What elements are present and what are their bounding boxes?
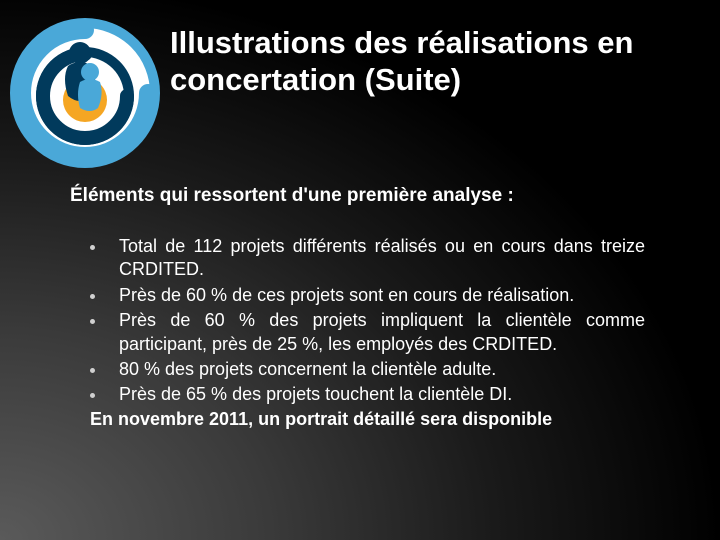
bullet-text: Près de 60 % des projets impliquent la c… [119,309,645,356]
slide-title: Illustrations des réalisations en concer… [170,24,680,98]
list-item: Près de 60 % des projets impliquent la c… [90,309,645,356]
bullet-icon [90,393,95,398]
bullet-icon [90,319,95,324]
list-item: Près de 65 % des projets touchent la cli… [90,383,645,406]
bullet-icon [90,245,95,250]
list-item: Total de 112 projets différents réalisés… [90,235,645,282]
bullet-text: Total de 112 projets différents réalisés… [119,235,645,282]
org-logo-icon [10,18,160,168]
bullet-text: Près de 60 % de ces projets sont en cour… [119,284,645,307]
slide-subtitle: Éléments qui ressortent d'une première a… [70,185,660,207]
bullet-icon [90,368,95,373]
bullet-list: Total de 112 projets différents réalisés… [90,235,645,430]
list-item: Près de 60 % de ces projets sont en cour… [90,284,645,307]
closing-line: En novembre 2011, un portrait détaillé s… [90,409,645,430]
bullet-icon [90,294,95,299]
bullet-text: 80 % des projets concernent la clientèle… [119,358,645,381]
bullet-text: Près de 65 % des projets touchent la cli… [119,383,645,406]
list-item: 80 % des projets concernent la clientèle… [90,358,645,381]
